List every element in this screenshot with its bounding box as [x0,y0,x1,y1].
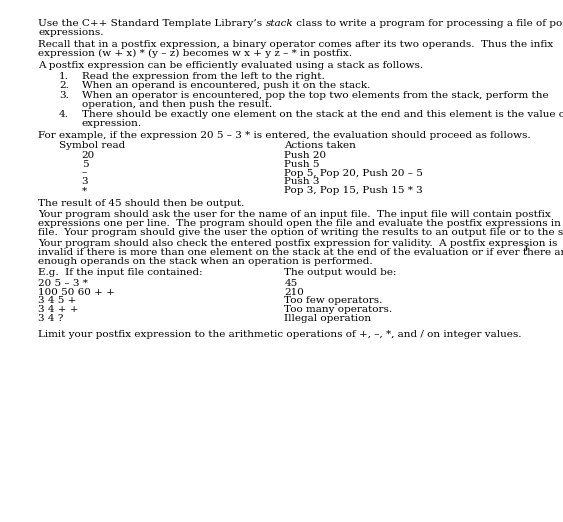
Text: Your program should also check the entered postfix expression for validity.  A p: Your program should also check the enter… [38,239,558,248]
Text: 3 4 + +: 3 4 + + [38,305,79,314]
Text: 20: 20 [82,151,95,160]
Text: enough operands on the stack when an operation is performed.: enough operands on the stack when an ope… [38,257,373,266]
Text: Read the expression from the left to the right.: Read the expression from the left to the… [82,72,324,80]
Text: Recall that in a postfix expression, a binary operator comes after its two opera: Recall that in a postfix expression, a b… [38,40,553,49]
Text: Pop 5, Pop 20, Push 20 – 5: Pop 5, Pop 20, Push 20 – 5 [284,169,423,177]
Text: Symbol read: Symbol read [59,141,126,150]
Text: expressions one per line.  The program should open the file and evaluate the pos: expressions one per line. The program sh… [38,219,563,228]
Text: 100 50 60 + +: 100 50 60 + + [38,288,115,296]
Text: –: – [82,169,87,177]
Text: There should be exactly one element on the stack at the end and this element is : There should be exactly one element on t… [82,110,563,119]
Text: 3.: 3. [59,91,69,100]
Text: E.g.  If the input file contained:: E.g. If the input file contained: [38,268,203,277]
Text: 4.: 4. [59,110,69,119]
Text: Actions taken: Actions taken [284,141,356,150]
Text: invalid if there is more than one element on the stack at the end of the evaluat: invalid if there is more than one elemen… [38,248,563,257]
Text: For example, if the expression 20 5 – 3 * is entered, the evaluation should proc: For example, if the expression 20 5 – 3 … [38,131,531,140]
Text: expression (w + x) * (y – z) becomes w x + y z – * in postfix.: expression (w + x) * (y – z) becomes w x… [38,49,352,57]
Text: The output would be:: The output would be: [284,268,397,277]
Text: Illegal operation: Illegal operation [284,314,372,323]
Text: Push 5: Push 5 [284,160,320,169]
Text: 5: 5 [82,160,88,169]
Text: 2.: 2. [59,81,69,90]
Text: 3: 3 [82,177,88,186]
Text: Too many operators.: Too many operators. [284,305,392,314]
Text: Limit your postfix expression to the arithmetic operations of +, –, *, and / on : Limit your postfix expression to the ari… [38,330,522,339]
Text: When an operand is encountered, push it on the stack.: When an operand is encountered, push it … [82,81,370,90]
Text: A postfix expression can be efficiently evaluated using a stack as follows.: A postfix expression can be efficiently … [38,61,423,69]
Text: 1.: 1. [59,72,69,80]
Text: stack: stack [266,19,293,28]
Text: Your program should ask the user for the name of an input file.  The input file : Your program should ask the user for the… [38,210,551,219]
Text: When an operator is encountered, pop the top two elements from the stack, perfor: When an operator is encountered, pop the… [82,91,548,100]
Text: Push 3: Push 3 [284,177,320,186]
Text: expression.: expression. [82,119,142,128]
Text: Push 20: Push 20 [284,151,327,160]
Text: Pop 3, Pop 15, Push 15 * 3: Pop 3, Pop 15, Push 15 * 3 [284,186,423,195]
Text: 3 4 ?: 3 4 ? [38,314,64,323]
Text: The result of 45 should then be output.: The result of 45 should then be output. [38,199,245,208]
Text: expressions.: expressions. [38,28,104,37]
Text: file.  Your program should give the user the option of writing the results to an: file. Your program should give the user … [38,228,563,237]
Text: 3 4 5 +: 3 4 5 + [38,296,77,305]
Text: 45: 45 [284,279,298,288]
Text: Use the C++ Standard Template Library’s: Use the C++ Standard Template Library’s [38,19,266,28]
Text: Too few operators.: Too few operators. [284,296,383,305]
Text: operation, and then push the result.: operation, and then push the result. [82,100,272,109]
Text: *: * [82,186,87,195]
Text: 210: 210 [284,288,304,296]
Text: 20 5 – 3 *: 20 5 – 3 * [38,279,88,288]
Text: class to write a program for processing a file of postfix: class to write a program for processing … [293,19,563,28]
